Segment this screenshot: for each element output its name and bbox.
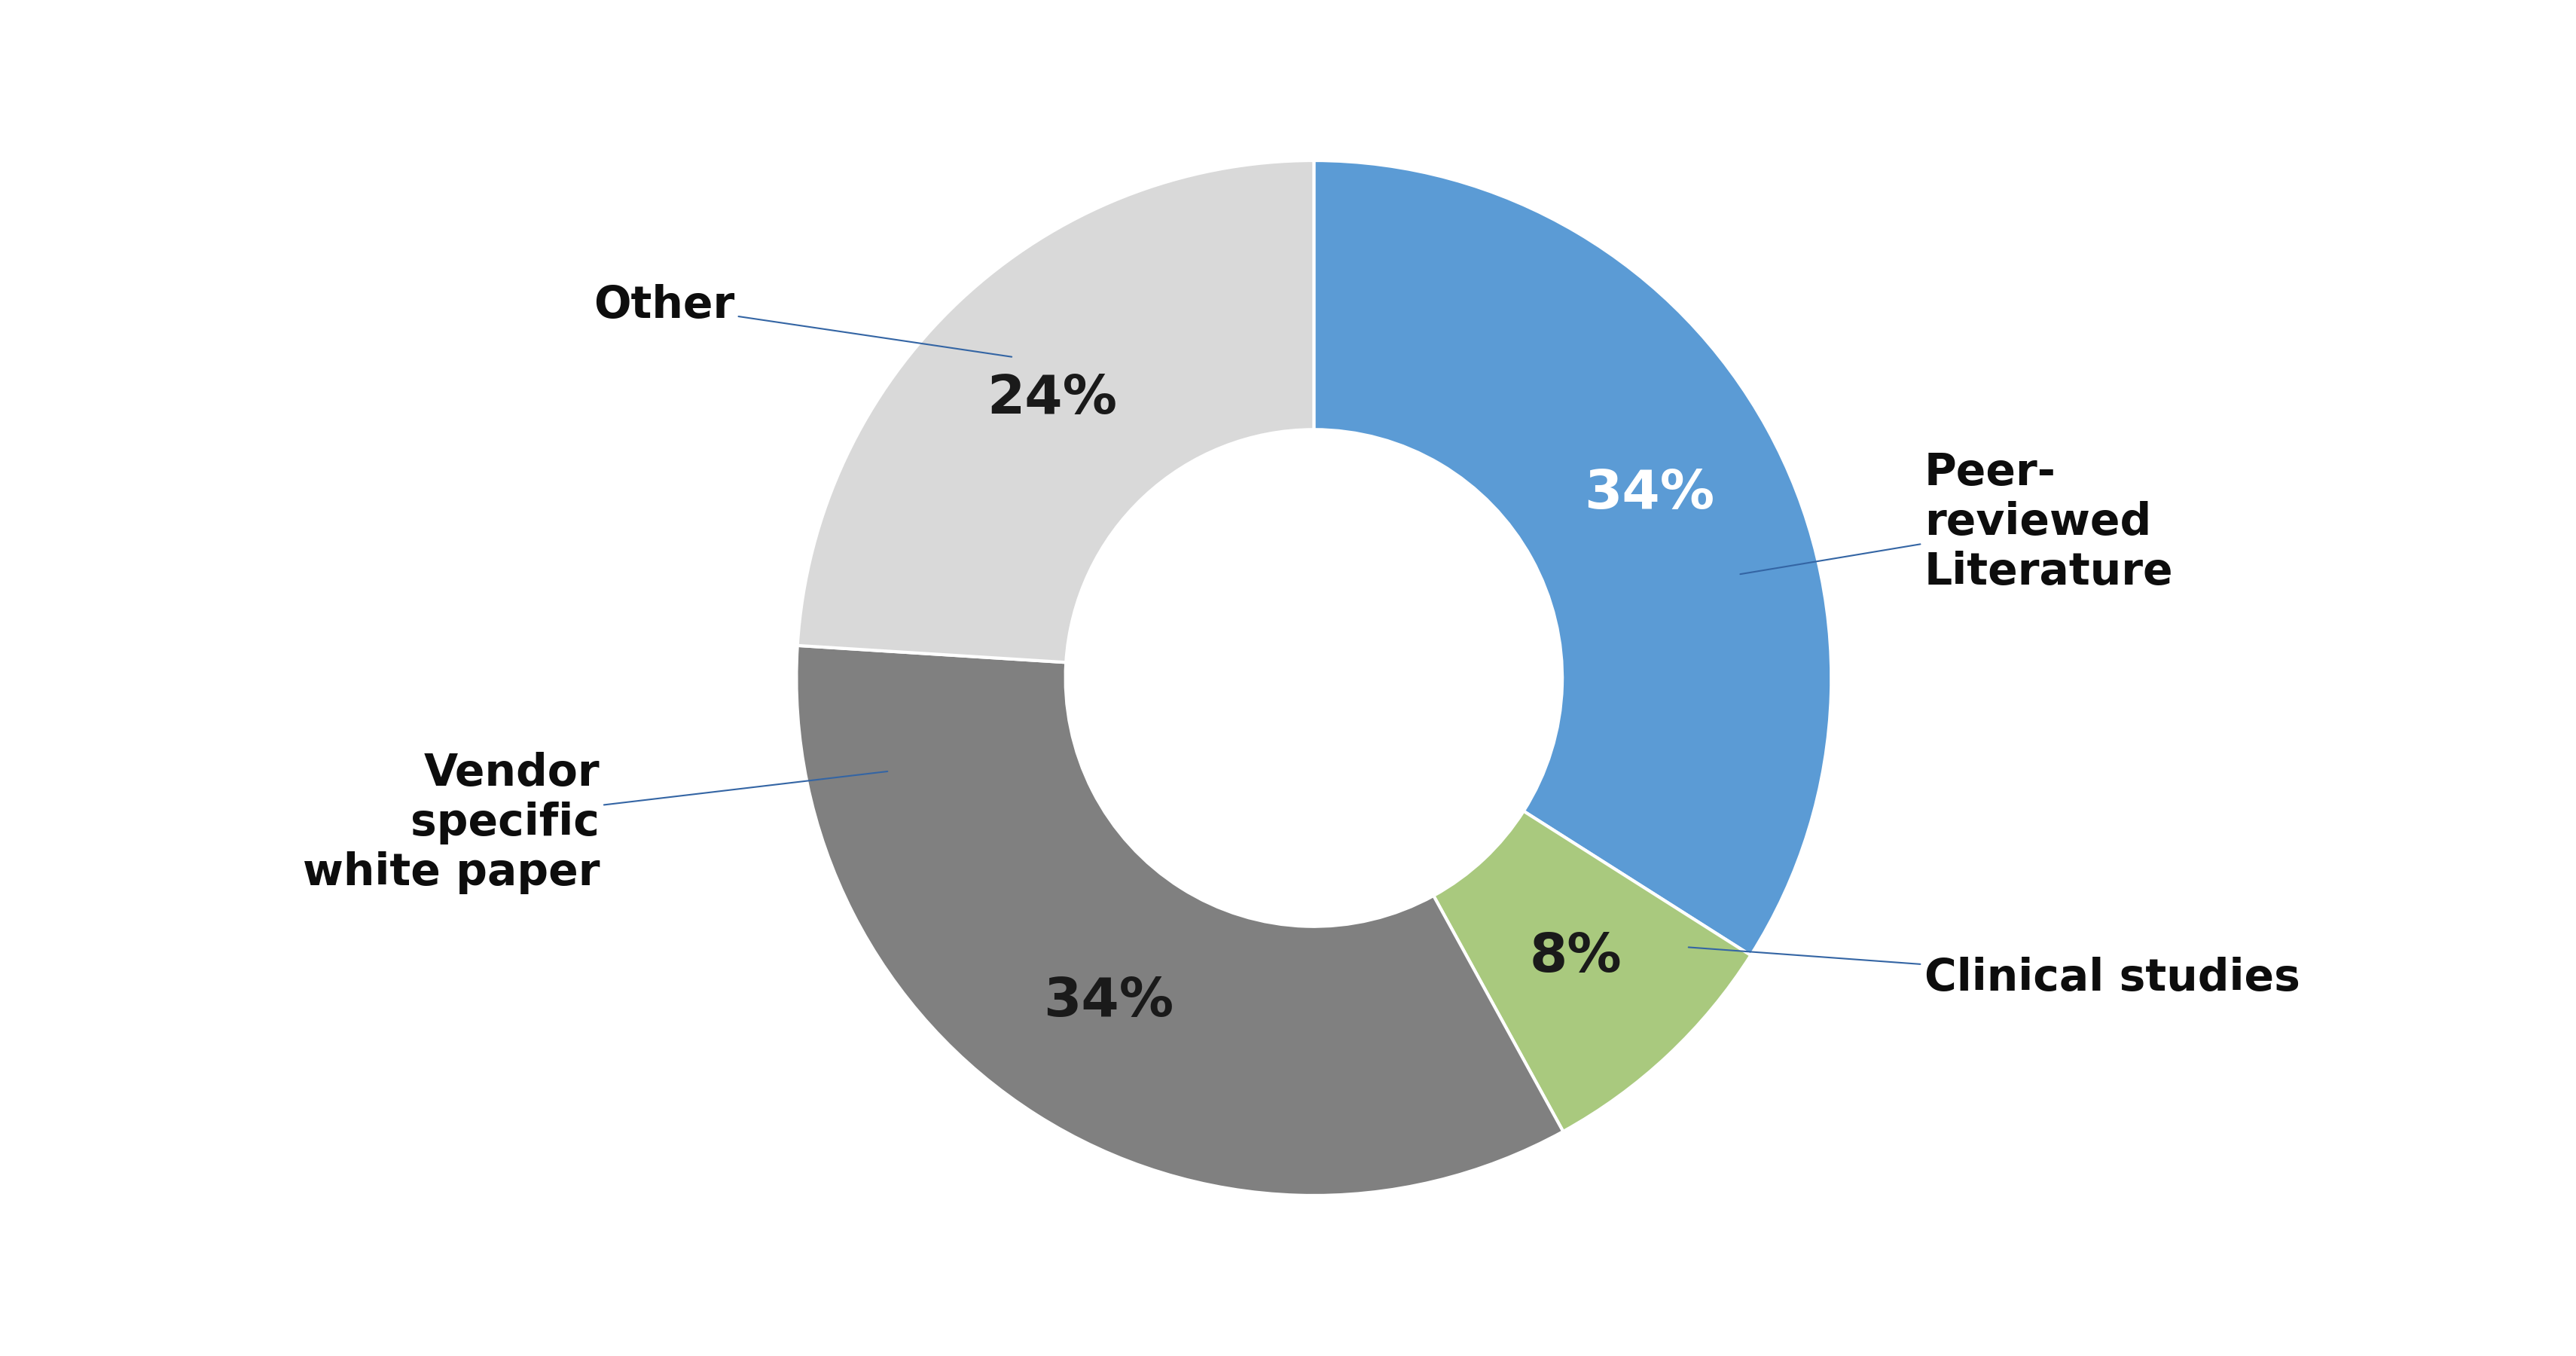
Wedge shape <box>799 160 1314 662</box>
Text: Vendor
specific
white paper: Vendor specific white paper <box>301 751 889 894</box>
Wedge shape <box>1432 811 1752 1131</box>
Text: 8%: 8% <box>1530 932 1623 983</box>
Wedge shape <box>796 645 1564 1196</box>
Wedge shape <box>1314 160 1832 955</box>
Text: 24%: 24% <box>987 373 1118 424</box>
Text: Clinical studies: Clinical studies <box>1687 948 2300 999</box>
Text: 34%: 34% <box>1584 468 1716 519</box>
Text: Other: Other <box>592 283 1012 357</box>
Text: Peer-
reviewed
Literature: Peer- reviewed Literature <box>1741 452 2174 594</box>
Text: 34%: 34% <box>1043 975 1175 1028</box>
